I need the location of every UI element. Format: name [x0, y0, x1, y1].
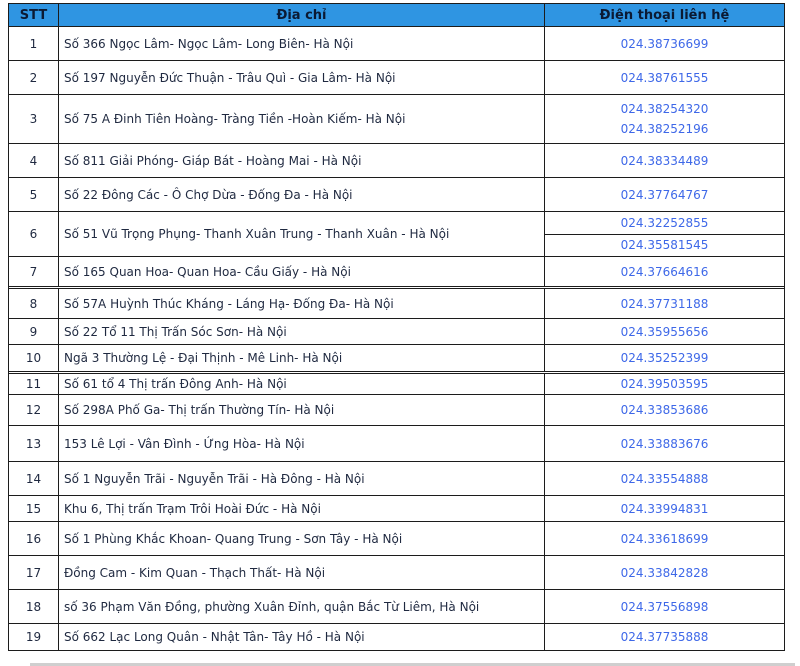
table-row: 18 số 36 Phạm Văn Đồng, phường Xuân Đỉnh…	[9, 589, 784, 623]
address-cell: Ngã 3 Thường Lệ - Đại Thịnh - Mê Linh- H…	[58, 345, 544, 371]
address-cell: Số 1 Nguyễn Trãi - Nguyễn Trãi - Hà Đông…	[58, 462, 544, 495]
phone-value: 024.32252855	[620, 215, 709, 230]
row-number: 19	[25, 630, 42, 644]
table-row: 16 Số 1 Phùng Khắc Khoan- Quang Trung - …	[9, 521, 784, 555]
phone-cell: 024.37556898	[544, 590, 784, 623]
phone-cell: 024.33883676	[544, 426, 784, 461]
address-cell: Số 811 Giải Phóng- Giáp Bát - Hoàng Mai …	[58, 144, 544, 177]
address-cell: Số 662 Lạc Long Quân - Nhật Tân- Tây Hồ …	[58, 624, 544, 650]
table-row: 3 Số 75 A Đinh Tiên Hoàng- Tràng Tiền -H…	[9, 94, 784, 143]
table-row: 2 Số 197 Nguyễn Đức Thuận - Trâu Quì - G…	[9, 60, 784, 94]
phone-cell: 024.37735888	[544, 624, 784, 650]
table-row: 7 Số 165 Quan Hoa- Quan Hoa- Cầu Giấy - …	[9, 256, 784, 286]
row-number: 1	[29, 36, 38, 51]
phone-cell: 024.37764767	[544, 178, 784, 211]
row-number: 8	[29, 296, 38, 311]
address-cell: Số 57A Huỳnh Thúc Kháng - Láng Hạ- Đống …	[58, 289, 544, 318]
address-cell: Số 366 Ngọc Lâm- Ngọc Lâm- Long Biên- Hà…	[58, 27, 544, 60]
row-number: 13	[25, 436, 42, 451]
row-number: 9	[29, 324, 38, 339]
row-number: 10	[25, 351, 42, 365]
table-row: 9 Số 22 Tổ 11 Thị Trấn Sóc Sơn- Hà Nội 0…	[9, 318, 784, 344]
address-cell: Khu 6, Thị trấn Trạm Trôi Hoài Đức - Hà …	[58, 496, 544, 521]
address-cell: Số 165 Quan Hoa- Quan Hoa- Cầu Giấy - Hà…	[58, 257, 544, 286]
header-address: Địa chỉ	[58, 4, 544, 26]
phone-cell: 024.38334489	[544, 144, 784, 177]
address-cell: Số 22 Đông Các - Ô Chợ Dừa - Đống Đa - H…	[58, 178, 544, 211]
table-header-row: STT Địa chỉ Điện thoại liên hệ	[9, 4, 784, 26]
phone-cell: 024.33842828	[544, 556, 784, 589]
address-cell: Số 22 Tổ 11 Thị Trấn Sóc Sơn- Hà Nội	[58, 319, 544, 344]
address-cell: 153 Lê Lợi - Vân Đình - Ứng Hòa- Hà Nội	[58, 426, 544, 461]
phone-cell: 024.33618699	[544, 522, 784, 555]
address-cell: số 36 Phạm Văn Đồng, phường Xuân Đỉnh, q…	[58, 590, 544, 623]
contact-table: STT Địa chỉ Điện thoại liên hệ 1 Số 366 …	[8, 3, 785, 651]
phone-cell: 024.37664616	[544, 257, 784, 286]
table-row: 13 153 Lê Lợi - Vân Đình - Ứng Hòa- Hà N…	[9, 425, 784, 461]
phone-value: 024.38252196	[620, 121, 709, 136]
row-number: 16	[25, 531, 42, 546]
row-number: 12	[25, 403, 42, 417]
row-number: 3	[29, 112, 38, 126]
table-row: 12 Số 298A Phố Ga- Thị trấn Thường Tín- …	[9, 394, 784, 425]
table-row: 6 Số 51 Vũ Trọng Phụng- Thanh Xuân Trung…	[9, 211, 784, 256]
table-row: 15 Khu 6, Thị trấn Trạm Trôi Hoài Đức - …	[9, 495, 784, 521]
phone-cell: 024.33853686	[544, 395, 784, 425]
cutoff-next-row-edge	[30, 663, 795, 666]
phone-cell: 024.37731188	[544, 289, 784, 318]
phone-cell: 024.33554888	[544, 462, 784, 495]
row-number: 7	[29, 264, 38, 279]
address-cell: Số 298A Phố Ga- Thị trấn Thường Tín- Hà …	[58, 395, 544, 425]
phone-cell: 024.35252399	[544, 345, 784, 371]
table-row: 5 Số 22 Đông Các - Ô Chợ Dừa - Đống Đa -…	[9, 177, 784, 211]
phone-cell: 024.35955656	[544, 319, 784, 344]
row-number: 11	[25, 377, 42, 391]
address-cell: Số 75 A Đinh Tiên Hoàng- Tràng Tiền -Hoà…	[58, 95, 544, 143]
row-number: 15	[25, 501, 42, 516]
address-cell: Số 197 Nguyễn Đức Thuận - Trâu Quì - Gia…	[58, 61, 544, 94]
address-cell: Số 61 tổ 4 Thị trấn Đông Anh- Hà Nội	[58, 374, 544, 394]
table-row: 11 Số 61 tổ 4 Thị trấn Đông Anh- Hà Nội …	[9, 371, 784, 394]
table-row: 17 Đồng Cam - Kim Quan - Thạch Thất- Hà …	[9, 555, 784, 589]
header-phone: Điện thoại liên hệ	[544, 4, 784, 26]
address-cell: Số 1 Phùng Khắc Khoan- Quang Trung - Sơn…	[58, 522, 544, 555]
table-row: 10 Ngã 3 Thường Lệ - Đại Thịnh - Mê Linh…	[9, 344, 784, 371]
phone-cell: 024.33994831	[544, 496, 784, 521]
row-number: 18	[25, 599, 42, 614]
phone-value: 024.35581545	[545, 233, 784, 257]
phone-cell: 024.39503595	[544, 374, 784, 394]
phone-cell: 024.38761555	[544, 61, 784, 94]
phone-cell: 024.38736699	[544, 27, 784, 60]
table-row: 8 Số 57A Huỳnh Thúc Kháng - Láng Hạ- Đốn…	[9, 286, 784, 318]
phone-value: 024.38254320	[620, 102, 709, 117]
header-stt: STT	[19, 7, 48, 23]
address-cell: Số 51 Vũ Trọng Phụng- Thanh Xuân Trung -…	[58, 212, 544, 256]
row-number: 17	[25, 565, 42, 580]
row-number: 6	[29, 227, 38, 241]
phone-cell: 024.38254320 024.38252196	[544, 95, 784, 143]
table-row: 1 Số 366 Ngọc Lâm- Ngọc Lâm- Long Biên- …	[9, 26, 784, 60]
phone-cell: 024.32252855 024.35581545	[544, 212, 784, 256]
address-cell: Đồng Cam - Kim Quan - Thạch Thất- Hà Nội	[58, 556, 544, 589]
row-number: 5	[29, 187, 38, 202]
row-number: 4	[29, 153, 38, 168]
row-number: 2	[29, 70, 38, 85]
table-row: 14 Số 1 Nguyễn Trãi - Nguyễn Trãi - Hà Đ…	[9, 461, 784, 495]
table-row: 4 Số 811 Giải Phóng- Giáp Bát - Hoàng Ma…	[9, 143, 784, 177]
row-number: 14	[25, 471, 42, 486]
table-row: 19 Số 662 Lạc Long Quân - Nhật Tân- Tây …	[9, 623, 784, 650]
